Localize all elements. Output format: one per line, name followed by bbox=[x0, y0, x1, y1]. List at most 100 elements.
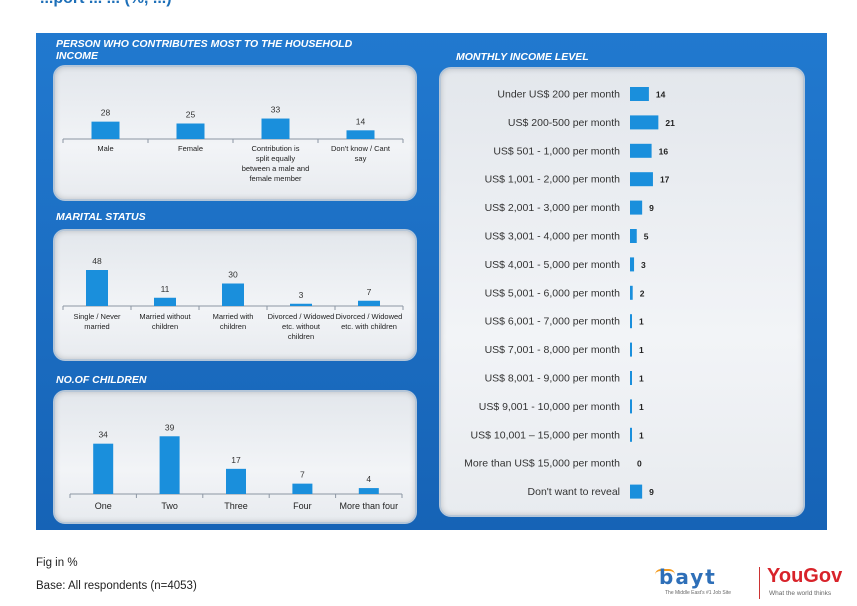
category-label: Contribution is bbox=[252, 144, 300, 153]
bar bbox=[630, 314, 632, 329]
bar-value-label: 28 bbox=[101, 108, 111, 118]
bar bbox=[226, 468, 246, 494]
bayt-swoosh-icon bbox=[655, 569, 675, 575]
bar-value-label: 30 bbox=[228, 270, 238, 280]
category-label: split equally bbox=[256, 154, 295, 163]
bar-value-label: 7 bbox=[367, 287, 372, 297]
category-label: US$ 6,001 - 7,000 per month bbox=[485, 316, 621, 328]
bar-value-label: 1 bbox=[639, 402, 644, 412]
bar-value-label: 25 bbox=[186, 110, 196, 120]
yougov-tagline: What the world thinks bbox=[769, 590, 832, 597]
bar-value-label: 0 bbox=[637, 459, 642, 469]
children-panel: 34 One 39 Two 17 Three 7 Four 4 More than four bbox=[53, 390, 417, 524]
bar bbox=[630, 87, 649, 101]
bar bbox=[176, 123, 205, 139]
category-label: Divorced / Widowed bbox=[336, 312, 403, 321]
bar bbox=[154, 297, 176, 306]
bar bbox=[292, 483, 313, 494]
category-label: married bbox=[84, 322, 109, 331]
category-label: children bbox=[288, 332, 314, 341]
category-label: children bbox=[152, 322, 178, 331]
category-label: Four bbox=[293, 501, 312, 511]
income-level-panel: Under US$ 200 per month 14 US$ 200-500 per… bbox=[439, 67, 805, 517]
bar-value-label: 5 bbox=[644, 232, 649, 242]
bar bbox=[630, 427, 632, 442]
bar-value-label: 14 bbox=[656, 90, 666, 100]
category-label: say bbox=[355, 154, 367, 163]
bar-value-label: 16 bbox=[659, 146, 669, 156]
bar bbox=[630, 115, 659, 130]
marital-status-panel: 48 Single / Never married 11 Married without… bbox=[53, 229, 417, 361]
bar bbox=[358, 488, 379, 494]
base-note: Base: All respondents (n=4053) bbox=[36, 580, 197, 592]
category-label: Single / Never bbox=[73, 312, 121, 321]
category-label: US$ 1,001 - 2,000 per month bbox=[485, 174, 621, 186]
category-label: Don't know / Cant bbox=[331, 144, 391, 153]
bar bbox=[630, 285, 633, 300]
bar bbox=[630, 143, 652, 158]
category-label: Male bbox=[97, 144, 113, 153]
bar bbox=[630, 371, 632, 385]
category-label: Divorced / Widowed bbox=[268, 312, 335, 321]
bar bbox=[630, 484, 643, 499]
bar bbox=[290, 303, 312, 306]
chart-stage: PERSON WHO CONTRIBUTES MOST TO THE HOUSE… bbox=[36, 33, 827, 530]
category-label: US$ 4,001 - 5,000 per month bbox=[485, 259, 621, 271]
bar-value-label: 48 bbox=[92, 256, 102, 266]
category-label: Married without bbox=[139, 312, 191, 321]
category-label: etc. without bbox=[282, 322, 321, 331]
category-label: One bbox=[95, 501, 112, 511]
bar bbox=[86, 270, 108, 306]
bar-value-label: 3 bbox=[299, 290, 304, 300]
bar bbox=[358, 300, 380, 306]
category-label: Two bbox=[161, 501, 178, 511]
bar-value-label: 17 bbox=[231, 455, 241, 465]
category-label: children bbox=[220, 322, 246, 331]
bar bbox=[159, 436, 180, 494]
bar bbox=[346, 130, 375, 139]
bar-value-label: 34 bbox=[98, 430, 108, 440]
bar-value-label: 2 bbox=[640, 288, 645, 298]
bar bbox=[630, 342, 632, 357]
bar-value-label: 4 bbox=[366, 474, 371, 484]
bar-value-label: 39 bbox=[165, 422, 175, 432]
fig-note: Fig in % bbox=[36, 557, 78, 569]
category-label: etc. with children bbox=[341, 322, 397, 331]
category-label: US$ 200-500 per month bbox=[508, 117, 620, 129]
bar-value-label: 1 bbox=[639, 317, 644, 327]
bar-value-label: 1 bbox=[639, 430, 644, 440]
category-label: US$ 3,001 - 4,000 per month bbox=[485, 231, 621, 243]
bar-value-label: 9 bbox=[649, 203, 654, 213]
category-label: Don't want to reveal bbox=[528, 486, 620, 498]
category-label: US$ 9,001 - 10,000 per month bbox=[479, 401, 620, 413]
bar-value-label: 17 bbox=[660, 175, 670, 185]
bar bbox=[630, 399, 632, 414]
category-label: Married with bbox=[213, 312, 254, 321]
bar bbox=[222, 283, 244, 306]
bar-value-label: 11 bbox=[161, 284, 170, 294]
bar-value-label: 7 bbox=[300, 470, 305, 480]
marital-status-title: MARITAL STATUS bbox=[56, 211, 146, 223]
category-label: Under US$ 200 per month bbox=[497, 89, 620, 101]
bayt-tagline: The Middle East's #1 Job Site bbox=[665, 590, 731, 596]
bar-value-label: 9 bbox=[649, 487, 654, 497]
bar-value-label: 21 bbox=[665, 118, 675, 128]
bar bbox=[630, 257, 635, 272]
category-label: US$ 501 - 1,000 per month bbox=[493, 145, 620, 157]
children-title: NO.OF CHILDREN bbox=[56, 374, 147, 386]
logos: bayt The Middle East's #1 Job Site YouGo… bbox=[651, 563, 851, 603]
income-level-chart: Under US$ 200 per month 14 US$ 200-500 per… bbox=[464, 87, 675, 499]
bar-value-label: 1 bbox=[639, 374, 644, 384]
logo-divider bbox=[759, 567, 760, 599]
children-chart: 34 One 39 Two 17 Three 7 Four 4 More than four bbox=[69, 422, 403, 511]
bar bbox=[630, 172, 653, 187]
category-label: US$ 2,001 - 3,000 per month bbox=[485, 202, 621, 214]
bar-value-label: 3 bbox=[641, 260, 646, 270]
income-level-title: MONTHLY INCOME LEVEL bbox=[456, 51, 589, 63]
category-label: between a male and bbox=[242, 164, 310, 173]
bar-value-label: 14 bbox=[356, 116, 366, 126]
bar bbox=[93, 443, 114, 494]
household-income-title: PERSON WHO CONTRIBUTES MOST TO THE HOUSE… bbox=[56, 38, 353, 62]
